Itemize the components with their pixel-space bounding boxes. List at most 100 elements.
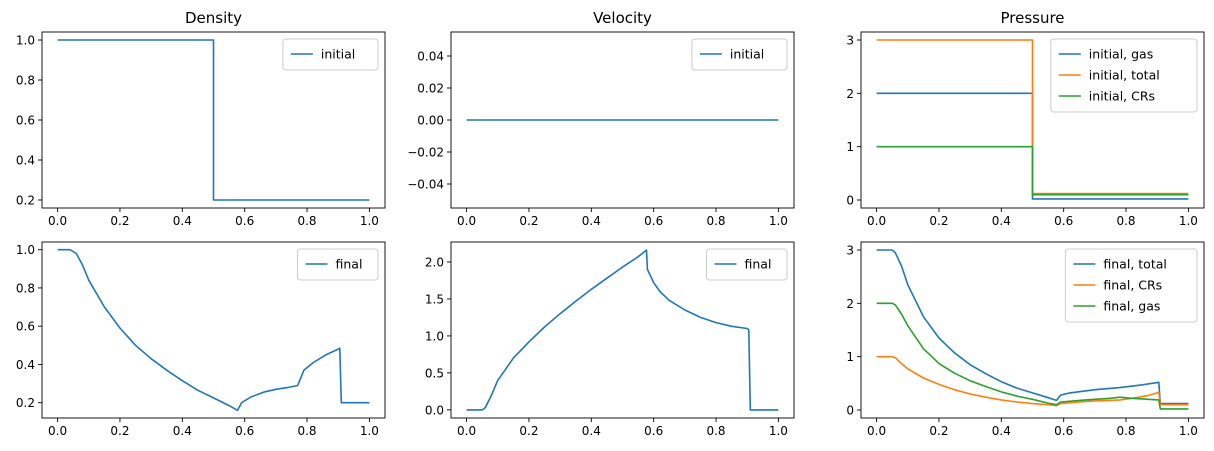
axes-frame [450,241,795,419]
chart-title: Velocity [593,9,652,27]
x-tick-label: 0.0 [867,424,886,438]
x-tick-label: 0.0 [48,424,67,438]
x-tick-label: 0.2 [519,214,538,228]
x-tick-label: 0.8 [1116,214,1135,228]
y-tick-label: 1 [846,350,854,364]
x-tick-label: 0.4 [173,424,192,438]
series-line-density-initial-0 [57,39,370,201]
x-tick-label: 0.4 [173,214,192,228]
series-line-pressure-initial-1 [876,39,1189,195]
y-tick-label: 0.8 [16,74,35,88]
y-tick-label: 2 [846,87,854,101]
x-tick-label: 0.6 [1054,424,1073,438]
x-tick-label: 1.0 [360,214,379,228]
y-tick-label: 0.4 [16,358,35,372]
x-tick-label: 0.6 [644,424,663,438]
y-tick-label: 2.0 [425,255,444,269]
y-tick-label: −0.02 [407,146,444,160]
x-tick-label: 1.0 [1179,424,1198,438]
y-tick-label: 0.4 [16,154,35,168]
legend-label: initial, CRs [1089,89,1155,104]
y-tick-label: 3 [846,34,854,48]
series-line-pressure-final-1 [876,355,1189,407]
y-tick-label: −0.04 [407,178,444,192]
x-tick-label: 1.0 [360,424,379,438]
x-tick-label: 0.4 [582,214,601,228]
legend-box [691,38,788,71]
chart-velocity-final: 0.0 0.2 0.4 0.6 0.8 1.0 0.0 0.5 1.0 1.5 2.0 final [425,241,795,438]
legend-label: final [745,257,772,272]
y-tick-label: 1.0 [16,34,35,48]
series-line-pressure-final-2 [876,302,1189,410]
legend-label: final, CRs [1103,278,1162,293]
x-tick-label: 0.4 [582,424,601,438]
x-tick-label: 0.8 [706,424,725,438]
x-tick-label: 0.0 [867,214,886,228]
x-tick-label: 0.8 [1116,424,1135,438]
y-tick-label: 0 [846,404,854,418]
legend-label: final, total [1103,257,1166,272]
legend: initial [282,38,379,71]
legend-label: final [336,257,363,272]
legend-box [1064,248,1198,323]
legend-label: initial, total [1089,68,1160,83]
x-tick-label: 0.2 [519,424,538,438]
y-tick-label: 1.5 [425,292,444,306]
x-tick-label: 0.4 [992,214,1011,228]
legend: final, total final, CRs final, gas [1064,248,1198,323]
axes-frame [41,241,386,419]
x-tick-label: 0.4 [992,424,1011,438]
chart-title: Pressure [1000,9,1064,27]
x-tick-label: 0.2 [110,214,129,228]
x-tick-label: 0.0 [457,424,476,438]
legend-label: initial [730,47,764,62]
y-tick-label: 0.2 [16,194,35,208]
y-tick-label: 0 [846,194,854,208]
x-tick-label: 1.0 [769,424,788,438]
chart-title: Density [185,9,242,27]
y-tick-label: 0.5 [425,366,444,380]
x-tick-label: 0.8 [297,214,316,228]
x-tick-label: 0.6 [644,214,663,228]
legend-box [282,38,379,71]
x-tick-label: 0.6 [235,214,254,228]
x-tick-label: 0.2 [929,424,948,438]
y-tick-label: 0.00 [417,114,444,128]
series-line-density-final-0 [57,248,370,412]
y-tick-label: 1.0 [425,329,444,343]
y-tick-label: 1 [846,140,854,154]
y-tick-label: 0.6 [16,320,35,334]
y-tick-label: 1.0 [16,243,35,257]
legend-label: initial, gas [1089,47,1153,62]
legend-label: final, gas [1103,299,1160,314]
x-tick-label: 0.0 [48,214,67,228]
y-tick-label: 0.8 [16,281,35,295]
legend-box [1050,38,1198,113]
y-tick-label: 0.6 [16,114,35,128]
x-tick-label: 1.0 [769,214,788,228]
x-tick-label: 0.2 [110,424,129,438]
axes-frame [860,241,1205,419]
x-tick-label: 0.8 [297,424,316,438]
series-line-velocity-final-0 [466,249,779,411]
legend: final [706,248,788,281]
y-tick-label: 0.2 [16,396,35,410]
series-line-pressure-initial-2 [876,145,1189,196]
x-tick-label: 0.6 [1054,214,1073,228]
x-tick-label: 0.2 [929,214,948,228]
legend: initial [691,38,788,71]
legend-box [297,248,379,281]
y-tick-label: 0.02 [417,82,444,96]
y-tick-label: 3 [846,244,854,258]
axes-frame [860,31,1205,209]
series-line-pressure-final-0 [876,249,1189,405]
x-tick-label: 0.8 [706,214,725,228]
x-tick-label: 1.0 [1179,214,1198,228]
legend: initial, gas initial, total initial, CRs [1050,38,1198,113]
y-tick-label: 2 [846,297,854,311]
chart-density-final: 0.0 0.2 0.4 0.6 0.8 1.0 0.2 0.4 0.6 0.8 1.0 final [16,241,386,438]
legend-label: initial [321,47,355,62]
chart-pressure-initial: 0.0 0.2 0.4 0.6 0.8 1.0 0 1 2 3 Pressure initial, g… [846,9,1205,228]
